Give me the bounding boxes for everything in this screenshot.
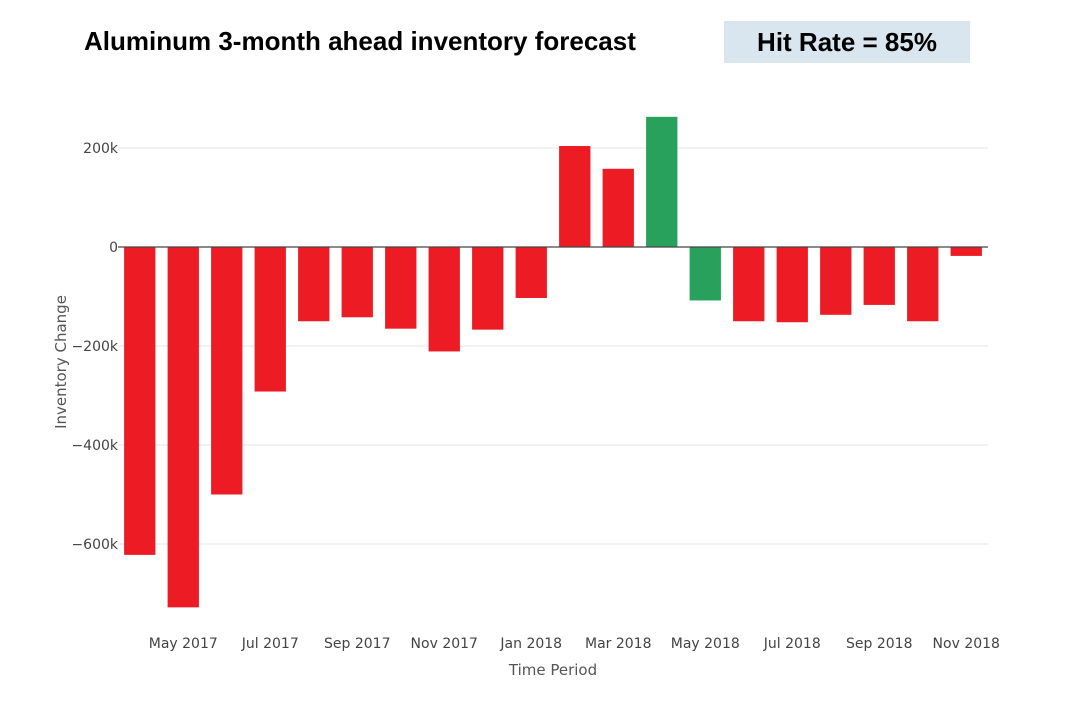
x-tick-label: Nov 2017 [411,636,478,652]
x-tick-label: Jul 2017 [241,636,299,652]
chart-title: Aluminum 3-month ahead inventory forecas… [84,26,636,56]
x-tick-label: Sep 2018 [846,636,912,652]
x-tick-label: Nov 2018 [933,636,1000,652]
x-tick-label: May 2017 [149,636,218,652]
bar-feb-2018 [559,146,591,247]
x-tick-label: Jan 2018 [499,636,562,652]
gridlines [118,147,988,545]
y-tick-label: −600k [71,537,118,553]
bar-nov-2017 [428,247,460,352]
bar-sep-2018 [863,247,895,305]
x-tick-label: May 2018 [671,636,740,652]
bar-sep-2017 [341,247,373,318]
bar-aug-2017 [298,247,330,322]
bar-nov-2018 [950,247,982,256]
y-tick-label: 0 [109,240,118,256]
x-tick-labels: May 2017 Jul 2017 Sep 2017 Nov 2017 Jan 2018… [149,636,1000,652]
bar-mar-2018 [602,168,634,247]
y-tick-labels: 200k 0 −200k −400k −600k [71,141,118,553]
x-axis-title: Time Period [508,661,597,679]
bar-jul-2017 [254,247,286,392]
bar-apr-2017 [124,247,156,555]
bar-jan-2018 [515,247,547,298]
bar-apr-2018 [646,116,678,247]
bars [124,116,982,608]
y-tick-label: −200k [71,339,118,355]
y-tick-label: −400k [71,438,118,454]
y-tick-label: 200k [83,141,119,157]
bar-jun-2018 [733,247,765,322]
bar-dec-2017 [472,247,504,330]
y-axis-title: Inventory Change [52,295,70,429]
bar-jul-2018 [776,247,808,323]
bar-jun-2017 [211,247,243,495]
bar-oct-2018 [907,247,939,322]
bar-aug-2018 [820,247,852,315]
bar-may-2018 [689,247,721,301]
x-tick-label: Mar 2018 [585,636,652,652]
bar-may-2017 [167,247,199,608]
bar-oct-2017 [385,247,417,329]
x-tick-label: Jul 2018 [763,636,821,652]
x-tick-label: Sep 2017 [324,636,390,652]
hit-rate-badge: Hit Rate = 85% [724,21,970,63]
